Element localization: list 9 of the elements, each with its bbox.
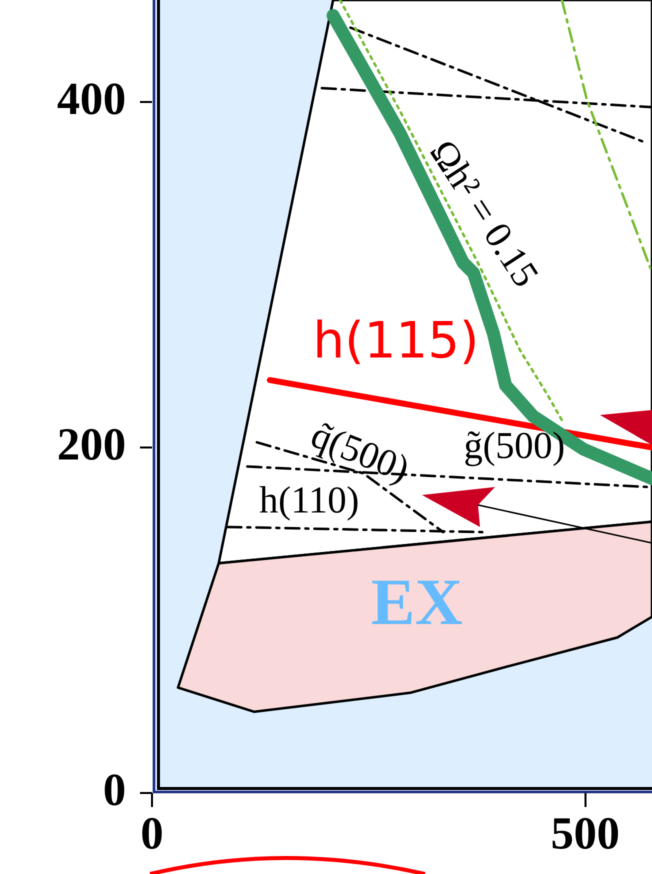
series-label: EX [371, 566, 463, 640]
x-tick-label: 500 [550, 807, 620, 858]
series-label: h(115) [312, 311, 480, 370]
series-label: g̃(500) [464, 425, 566, 468]
y-tick-label: 200 [57, 418, 126, 470]
y-tick-label: 400 [57, 72, 126, 124]
annotation: Ωh² = 0.15 [421, 132, 547, 294]
series-label: h(110) [259, 480, 360, 522]
y-tick-label: 0 [103, 764, 126, 815]
